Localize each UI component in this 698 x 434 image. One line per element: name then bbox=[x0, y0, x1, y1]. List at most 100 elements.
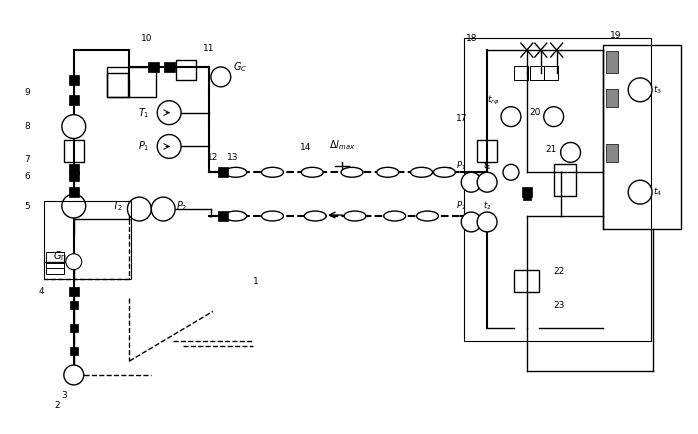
Text: 21: 21 bbox=[545, 145, 557, 154]
Bar bbox=[218, 168, 228, 177]
Text: 13: 13 bbox=[227, 153, 239, 162]
Circle shape bbox=[151, 197, 175, 221]
Bar bbox=[107, 67, 156, 97]
Text: $G_\Pi$: $G_\Pi$ bbox=[53, 249, 67, 263]
Text: $P_1$: $P_1$ bbox=[138, 140, 149, 153]
Text: $T_2$: $T_2$ bbox=[112, 199, 124, 213]
Ellipse shape bbox=[304, 211, 326, 221]
Bar bbox=[70, 347, 77, 355]
Bar bbox=[46, 252, 64, 273]
Text: 18: 18 bbox=[466, 34, 477, 43]
Circle shape bbox=[477, 172, 497, 192]
Circle shape bbox=[477, 212, 497, 232]
Text: $P_2$: $P_2$ bbox=[176, 199, 188, 213]
Bar bbox=[607, 89, 618, 107]
Text: 5: 5 bbox=[24, 201, 30, 210]
Bar bbox=[148, 62, 158, 72]
Text: 7: 7 bbox=[24, 155, 30, 164]
Ellipse shape bbox=[225, 211, 246, 221]
Text: 10: 10 bbox=[140, 34, 152, 43]
Text: 11: 11 bbox=[203, 44, 215, 53]
Bar bbox=[477, 141, 497, 162]
Circle shape bbox=[62, 194, 86, 218]
Ellipse shape bbox=[417, 211, 438, 221]
Circle shape bbox=[157, 101, 181, 125]
Circle shape bbox=[501, 107, 521, 127]
Text: $G_C$: $G_C$ bbox=[232, 60, 247, 74]
Bar bbox=[554, 164, 576, 196]
Ellipse shape bbox=[262, 168, 283, 177]
Bar bbox=[44, 201, 131, 279]
Text: $P_1$: $P_1$ bbox=[456, 160, 466, 172]
Bar bbox=[530, 66, 544, 80]
Text: 4: 4 bbox=[38, 287, 44, 296]
Circle shape bbox=[157, 135, 181, 158]
Ellipse shape bbox=[410, 168, 433, 177]
Text: 14: 14 bbox=[299, 143, 311, 152]
Circle shape bbox=[66, 254, 82, 270]
Ellipse shape bbox=[225, 168, 246, 177]
Text: 2: 2 bbox=[54, 401, 60, 410]
Ellipse shape bbox=[384, 211, 406, 221]
Bar bbox=[544, 66, 558, 80]
Ellipse shape bbox=[433, 168, 455, 177]
Text: 9: 9 bbox=[24, 88, 30, 97]
Bar bbox=[64, 141, 84, 162]
Bar bbox=[522, 187, 532, 197]
Circle shape bbox=[211, 67, 231, 87]
Bar bbox=[218, 211, 228, 221]
Circle shape bbox=[128, 197, 151, 221]
Ellipse shape bbox=[302, 168, 323, 177]
Text: 23: 23 bbox=[554, 301, 565, 310]
Text: $t_1$: $t_1$ bbox=[483, 160, 491, 172]
Text: 15: 15 bbox=[416, 167, 427, 176]
Bar bbox=[607, 145, 618, 162]
Ellipse shape bbox=[377, 168, 399, 177]
Text: 22: 22 bbox=[554, 267, 565, 276]
Text: 20: 20 bbox=[529, 108, 541, 117]
Text: $T_1$: $T_1$ bbox=[138, 106, 149, 120]
Bar bbox=[69, 286, 79, 296]
Circle shape bbox=[461, 212, 481, 232]
Bar bbox=[70, 324, 77, 332]
Circle shape bbox=[560, 142, 581, 162]
Bar bbox=[69, 171, 79, 181]
Text: 17: 17 bbox=[456, 114, 467, 123]
Circle shape bbox=[628, 180, 652, 204]
Text: 12: 12 bbox=[207, 153, 218, 162]
Bar bbox=[164, 62, 174, 72]
Bar bbox=[514, 66, 528, 80]
Ellipse shape bbox=[344, 211, 366, 221]
Text: 6: 6 bbox=[24, 172, 30, 181]
Text: $t_3$: $t_3$ bbox=[653, 84, 662, 96]
Text: 19: 19 bbox=[610, 31, 622, 40]
Bar bbox=[607, 51, 618, 73]
Circle shape bbox=[62, 115, 86, 138]
Bar bbox=[107, 73, 128, 97]
Text: $t_4$: $t_4$ bbox=[653, 186, 662, 198]
Text: 3: 3 bbox=[61, 391, 67, 400]
Bar bbox=[69, 187, 79, 197]
Ellipse shape bbox=[262, 211, 283, 221]
Text: 1: 1 bbox=[253, 276, 258, 286]
Bar bbox=[464, 38, 651, 341]
Circle shape bbox=[64, 365, 84, 385]
Circle shape bbox=[461, 172, 481, 192]
Circle shape bbox=[544, 107, 563, 127]
Bar bbox=[69, 164, 79, 174]
Circle shape bbox=[628, 78, 652, 102]
Bar bbox=[70, 302, 77, 309]
Text: 16: 16 bbox=[442, 167, 453, 176]
Bar bbox=[514, 270, 539, 292]
Ellipse shape bbox=[341, 168, 363, 177]
Bar bbox=[523, 192, 530, 200]
Bar bbox=[176, 60, 196, 80]
Bar bbox=[603, 45, 681, 229]
Text: $t_2$: $t_2$ bbox=[483, 200, 491, 212]
Text: 8: 8 bbox=[24, 122, 30, 131]
Bar bbox=[69, 95, 79, 105]
Text: $P_2$: $P_2$ bbox=[456, 200, 466, 212]
Circle shape bbox=[503, 164, 519, 180]
Bar bbox=[69, 75, 79, 85]
Text: $\Delta l_{max}$: $\Delta l_{max}$ bbox=[329, 138, 355, 152]
